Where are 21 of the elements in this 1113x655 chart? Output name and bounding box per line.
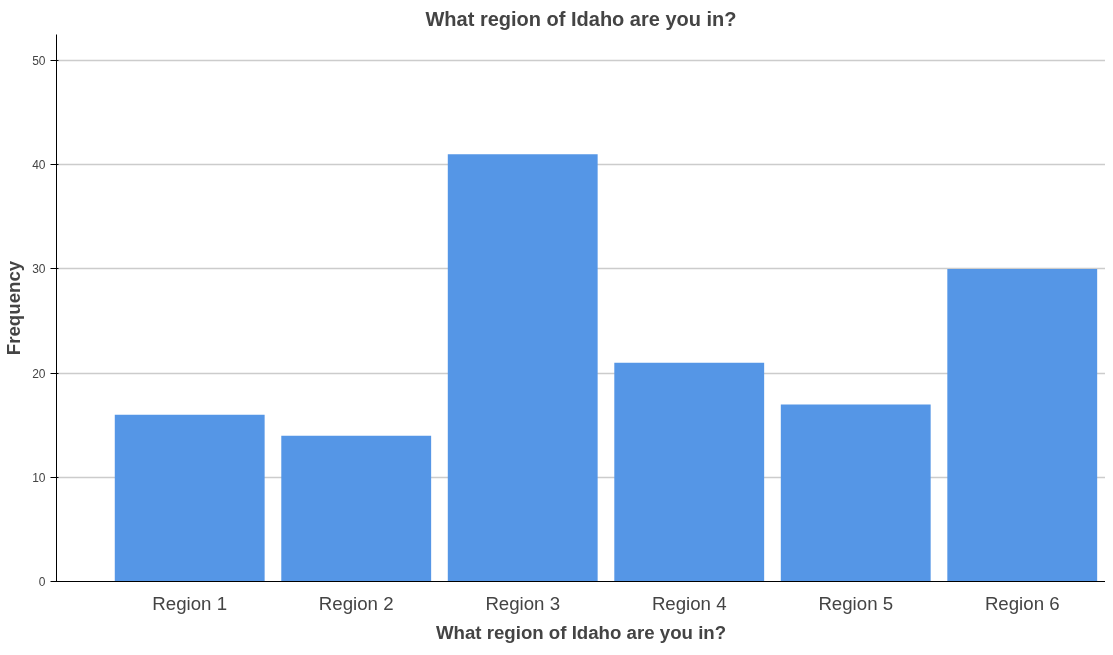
- x-tick-label: Region 4: [651, 592, 727, 614]
- bar: [947, 268, 1098, 582]
- bar: [614, 362, 765, 582]
- y-tick-label: 50: [32, 54, 46, 69]
- y-tick-label: 0: [38, 575, 46, 589]
- y-axis-title: Frequency: [3, 260, 25, 356]
- y-tick-label: 10: [32, 470, 46, 485]
- y-tick-label: 40: [32, 158, 46, 173]
- x-tick-label: Region 6: [984, 592, 1060, 614]
- y-tick-label: 30: [32, 262, 46, 277]
- x-tick-label: Region 5: [818, 592, 894, 614]
- bar: [281, 435, 432, 582]
- x-tick-label: Region 3: [485, 592, 561, 614]
- bar: [447, 154, 598, 582]
- x-tick-label: Region 2: [318, 592, 394, 614]
- y-tick-label: 20: [32, 366, 46, 381]
- x-axis-title: What region of Idaho are you in?: [435, 621, 727, 643]
- bar: [114, 414, 265, 582]
- chart-title: What region of Idaho are you in?: [425, 7, 737, 30]
- bar: [780, 404, 931, 582]
- x-tick-label: Region 1: [152, 592, 228, 614]
